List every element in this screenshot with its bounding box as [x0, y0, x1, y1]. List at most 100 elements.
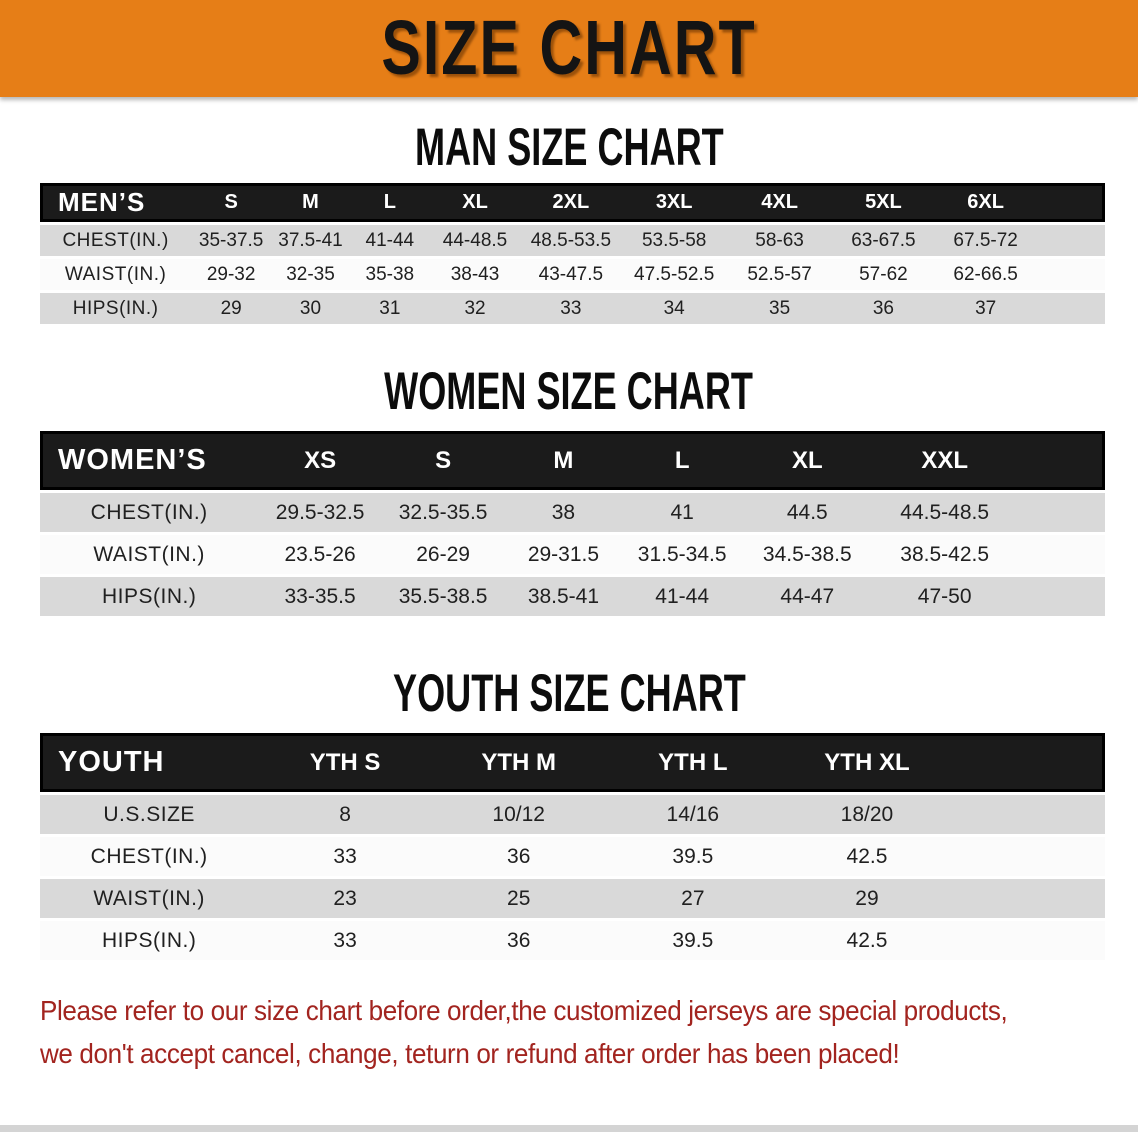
size-value-cell: 63-67.5	[832, 225, 935, 256]
size-value-cell: 32-35	[271, 259, 350, 290]
row-label: CHEST(IN.)	[40, 837, 259, 876]
disclaimer-line-1: Please refer to our size chart before or…	[40, 995, 1008, 1026]
youth-table-title: YOUTH	[40, 733, 259, 792]
size-value-cell: 34	[621, 293, 727, 324]
youth-header-row: YOUTH YTH S YTH M YTH L YTH XL	[40, 733, 1105, 792]
size-value-cell: 36	[431, 837, 606, 876]
women-header-row: WOMEN’S XS S M L XL XXL	[40, 431, 1105, 490]
disclaimer: Please refer to our size chart before or…	[40, 989, 1138, 1076]
filler-cell	[953, 921, 1105, 960]
youth-hips-row: HIPS(IN.) 33 36 39.5 42.5	[40, 921, 1105, 960]
size-value-cell: 35-38	[349, 259, 430, 290]
size-value-cell: 23.5-26	[258, 535, 382, 574]
size-value-cell: 41-44	[349, 225, 430, 256]
men-size-header: 5XL	[832, 183, 935, 222]
size-value-cell: 32	[429, 293, 521, 324]
size-value-cell: 29	[780, 879, 954, 918]
bottom-divider	[0, 1125, 1138, 1132]
size-value-cell: 41	[622, 493, 742, 532]
size-value-cell: 38	[504, 493, 623, 532]
filler-cell	[1016, 577, 1105, 616]
men-heading-text: MAN SIZE CHART	[414, 117, 724, 177]
size-value-cell: 31	[349, 293, 430, 324]
size-value-cell: 43-47.5	[520, 259, 622, 290]
youth-size-header: YTH M	[431, 733, 606, 792]
size-value-cell: 29	[191, 293, 272, 324]
men-size-header: 3XL	[621, 183, 727, 222]
men-size-header: S	[191, 183, 272, 222]
size-value-cell: 10/12	[431, 795, 606, 834]
youth-section-heading: YOUTH SIZE CHART	[0, 667, 1138, 719]
size-value-cell: 33	[258, 921, 432, 960]
men-size-header: 6XL	[934, 183, 1037, 222]
women-section-heading: WOMEN SIZE CHART	[0, 365, 1138, 417]
size-value-cell: 31.5-34.5	[622, 535, 742, 574]
women-hips-row: HIPS(IN.) 33-35.5 35.5-38.5 38.5-41 41-4…	[40, 577, 1105, 616]
men-size-header: 4XL	[726, 183, 833, 222]
men-size-table: MEN’S S M L XL 2XL 3XL 4XL 5XL 6XL CHEST…	[40, 180, 1105, 327]
size-value-cell: 38-43	[429, 259, 521, 290]
size-value-cell: 37.5-41	[271, 225, 350, 256]
size-value-cell: 44.5	[741, 493, 873, 532]
women-waist-row: WAIST(IN.) 23.5-26 26-29 29-31.5 31.5-34…	[40, 535, 1105, 574]
youth-size-header: YTH L	[605, 733, 781, 792]
size-chart-banner: SIZE CHART	[0, 0, 1138, 97]
size-value-cell: 41-44	[622, 577, 742, 616]
filler-cell	[953, 879, 1105, 918]
header-filler-cell	[1036, 183, 1105, 222]
men-size-header: M	[271, 183, 350, 222]
size-value-cell: 44.5-48.5	[872, 493, 1017, 532]
size-value-cell: 25	[431, 879, 606, 918]
size-value-cell: 39.5	[605, 837, 781, 876]
size-value-cell: 57-62	[832, 259, 935, 290]
size-value-cell: 34.5-38.5	[741, 535, 873, 574]
row-label: U.S.SIZE	[40, 795, 259, 834]
men-size-header: L	[349, 183, 430, 222]
men-size-header: XL	[429, 183, 521, 222]
men-size-header: 2XL	[520, 183, 622, 222]
women-size-header: XS	[258, 431, 382, 490]
size-value-cell: 42.5	[780, 921, 954, 960]
size-value-cell: 26-29	[381, 535, 505, 574]
men-header-row: MEN’S S M L XL 2XL 3XL 4XL 5XL 6XL	[40, 183, 1105, 222]
size-value-cell: 38.5-41	[504, 577, 623, 616]
size-value-cell: 52.5-57	[726, 259, 833, 290]
size-value-cell: 18/20	[780, 795, 954, 834]
size-value-cell: 29-31.5	[504, 535, 623, 574]
men-chest-row: CHEST(IN.) 35-37.5 37.5-41 41-44 44-48.5…	[40, 225, 1105, 256]
filler-cell	[1036, 293, 1105, 324]
size-value-cell: 39.5	[605, 921, 781, 960]
women-heading-text: WOMEN SIZE CHART	[384, 361, 754, 421]
size-value-cell: 33	[258, 837, 432, 876]
size-value-cell: 42.5	[780, 837, 954, 876]
size-value-cell: 48.5-53.5	[520, 225, 622, 256]
size-value-cell: 44-48.5	[429, 225, 521, 256]
row-label: WAIST(IN.)	[40, 259, 192, 290]
youth-size-header: YTH S	[258, 733, 432, 792]
size-value-cell: 35-37.5	[191, 225, 272, 256]
row-label: WAIST(IN.)	[40, 535, 259, 574]
row-label: HIPS(IN.)	[40, 293, 192, 324]
size-value-cell: 27	[605, 879, 781, 918]
size-value-cell: 58-63	[726, 225, 833, 256]
row-label: CHEST(IN.)	[40, 225, 192, 256]
header-filler-cell	[1016, 431, 1105, 490]
filler-cell	[1016, 493, 1105, 532]
size-value-cell: 67.5-72	[934, 225, 1037, 256]
size-value-cell: 23	[258, 879, 432, 918]
size-value-cell: 37	[934, 293, 1037, 324]
youth-heading-text: YOUTH SIZE CHART	[392, 663, 746, 723]
size-value-cell: 35.5-38.5	[381, 577, 505, 616]
size-value-cell: 44-47	[741, 577, 873, 616]
youth-waist-row: WAIST(IN.) 23 25 27 29	[40, 879, 1105, 918]
men-section-heading: MAN SIZE CHART	[0, 121, 1138, 173]
women-size-header: L	[622, 431, 742, 490]
size-value-cell: 62-66.5	[934, 259, 1037, 290]
size-value-cell: 47-50	[872, 577, 1017, 616]
size-value-cell: 14/16	[605, 795, 781, 834]
women-size-header: XL	[741, 431, 873, 490]
row-label: HIPS(IN.)	[40, 921, 259, 960]
size-value-cell: 53.5-58	[621, 225, 727, 256]
size-value-cell: 47.5-52.5	[621, 259, 727, 290]
row-label: WAIST(IN.)	[40, 879, 259, 918]
